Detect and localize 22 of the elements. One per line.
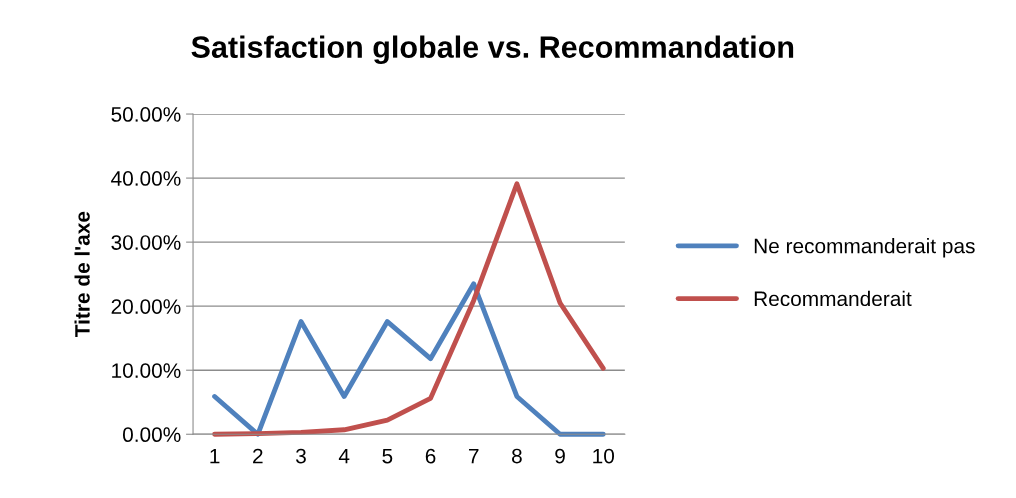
x-tick-label: 2	[253, 448, 263, 464]
x-tick-label: 3	[295, 448, 306, 464]
line-series	[212, 281, 606, 437]
x-tick-label: 9	[555, 448, 565, 464]
y-tick-label: 40.00%	[111, 171, 181, 186]
chart-title: Satisfaction globale vs. Recommandation	[191, 35, 794, 65]
x-tick-label: 6	[425, 448, 436, 464]
x-tick-label: 1	[210, 448, 220, 464]
line-series	[212, 181, 606, 437]
x-tick-label: 4	[338, 448, 350, 464]
y-tick-label: 10.00%	[112, 363, 181, 378]
y-tick-label: 20.00%	[111, 299, 181, 314]
x-tick-label: 5	[382, 448, 393, 464]
y-tick-label: 30.00%	[111, 235, 181, 250]
y-tick-label: 50.00%	[111, 107, 181, 122]
legend-label: Ne recommanderait pas	[754, 238, 975, 258]
x-tick-label: 8	[512, 448, 522, 464]
y-tick-label: 0.00%	[122, 427, 181, 443]
y-axis-title: Titre de l'axe	[74, 211, 90, 337]
legend-label: Recommanderait	[754, 290, 912, 307]
x-tick-label: 7	[468, 448, 479, 464]
x-tick-label: 10	[593, 448, 615, 464]
